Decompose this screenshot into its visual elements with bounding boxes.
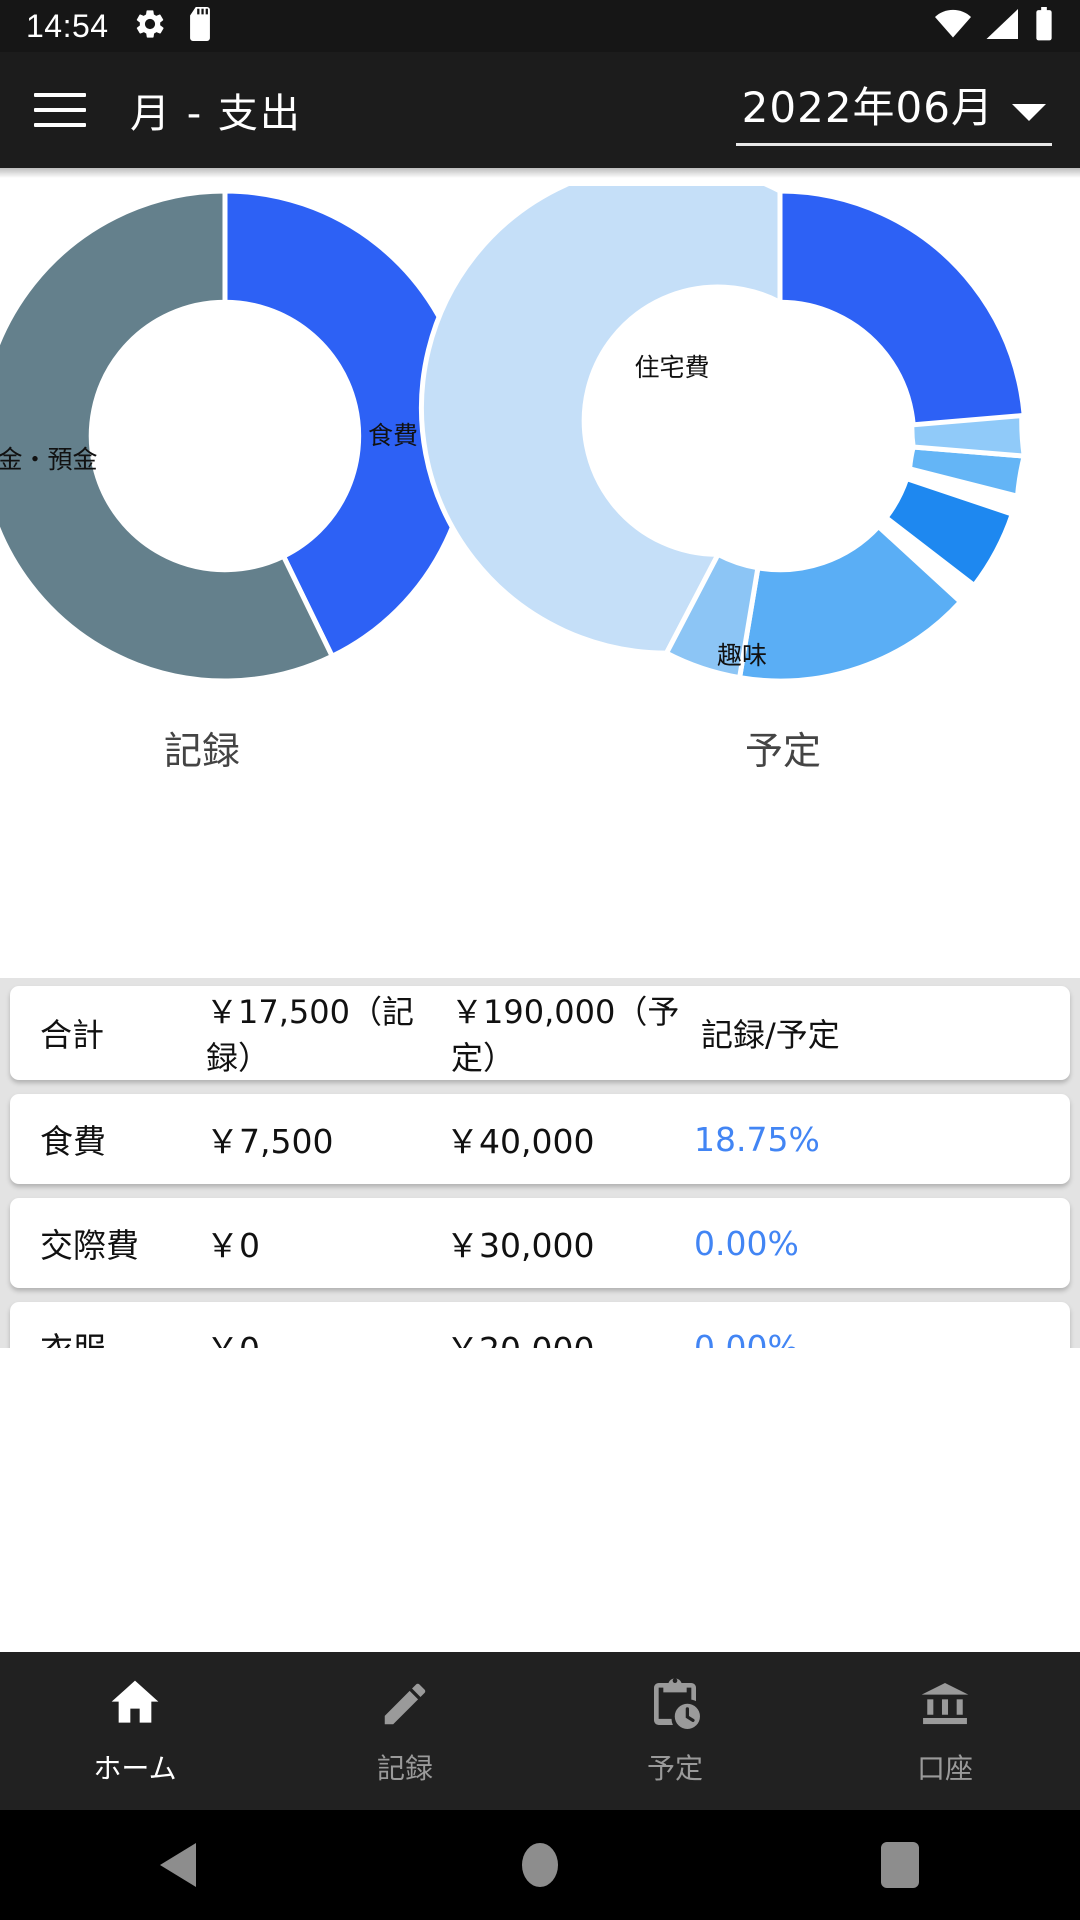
row-actual: ￥0 xyxy=(206,1323,446,1348)
row-category: 交際費 xyxy=(40,1226,139,1265)
status-clock: 14:54 xyxy=(26,7,109,44)
triangle-back-icon[interactable] xyxy=(0,1843,360,1887)
bank-icon xyxy=(915,1675,975,1733)
row-ratio: 0.00% xyxy=(694,1327,799,1349)
nav-item-home[interactable]: ホーム xyxy=(0,1675,270,1787)
donut-slice-social xyxy=(663,551,761,681)
donut-chart-actual[interactable]: 食費 送金・預金 記録 xyxy=(0,186,700,906)
home-icon xyxy=(105,1675,165,1733)
nav-label-account: 口座 xyxy=(916,1752,973,1785)
table-row[interactable]: 交際費 ￥0 ￥30,000 0.00% xyxy=(10,1198,1070,1288)
status-bar-right-icons xyxy=(934,7,1054,45)
row-planned: ￥40,000 xyxy=(446,1122,595,1161)
row-category: 食費 xyxy=(40,1122,106,1161)
hamburger-line xyxy=(34,108,86,112)
summary-actual: ￥17,500（記録） xyxy=(206,993,414,1077)
hamburger-menu-icon[interactable] xyxy=(28,78,92,142)
square-recents-icon[interactable] xyxy=(720,1842,1080,1888)
pencil-icon xyxy=(378,1675,432,1733)
nav-item-record[interactable]: 記録 xyxy=(270,1675,540,1787)
hamburger-line xyxy=(34,93,86,97)
nav-label-plan: 予定 xyxy=(646,1752,703,1785)
summary-planned: ￥190,000（予定） xyxy=(451,993,680,1077)
row-ratio: 0.00% xyxy=(694,1223,799,1263)
donut-chart-actual-svg: 食費 送金・預金 xyxy=(0,188,473,684)
chevron-down-icon xyxy=(1012,104,1046,121)
summary-row[interactable]: 合計 ￥17,500（記録） ￥190,000（予定） 記録/予定 xyxy=(10,986,1070,1080)
table-row[interactable]: 衣服 ￥0 ￥20,000 0.00% xyxy=(10,1302,1070,1348)
page-title: 月 - 支出 xyxy=(130,91,302,137)
donut-slice-other xyxy=(909,412,1028,459)
status-bar: 14:54 xyxy=(0,0,1080,52)
category-list[interactable]: 合計 ￥17,500（記録） ￥190,000（予定） 記録/予定 食費 ￥7,… xyxy=(0,978,1080,1348)
summary-label: 合計 xyxy=(40,1016,105,1054)
wifi-icon xyxy=(934,9,972,43)
cellular-signal-icon xyxy=(986,9,1020,43)
table-row[interactable]: 食費 ￥7,500 ￥40,000 18.75% xyxy=(10,1094,1070,1184)
donut-slice-clothing xyxy=(882,475,1016,590)
clipboard-clock-icon xyxy=(647,1675,703,1733)
battery-icon xyxy=(1034,7,1054,45)
sd-card-icon xyxy=(185,7,215,45)
row-planned: ￥30,000 xyxy=(446,1226,595,1265)
chart-carousel[interactable]: 食費 送金・預金 記録 xyxy=(0,168,1080,978)
donut-slice-savings xyxy=(0,188,336,684)
donut-slice-hobby xyxy=(736,522,965,684)
appbar-dropshadow xyxy=(0,168,1080,178)
donut-slice-label-housing: 住宅費 xyxy=(634,353,709,382)
gear-icon xyxy=(133,7,167,45)
donut-slice-label-savings: 送金・預金 xyxy=(0,445,98,474)
row-category: 衣服 xyxy=(10,1323,206,1348)
row-actual: ￥7,500 xyxy=(206,1122,334,1161)
row-actual: ￥0 xyxy=(206,1226,260,1265)
row-ratio: 18.75% xyxy=(694,1119,820,1159)
bottom-navigation: ホーム 記録 予定 口座 xyxy=(0,1652,1080,1810)
hamburger-line xyxy=(34,123,86,127)
status-bar-left-icons xyxy=(133,7,215,45)
donut-chart-planned[interactable]: 住宅費 趣味 予定 xyxy=(305,186,1080,906)
donut-slice-food xyxy=(222,188,473,660)
nav-item-account[interactable]: 口座 xyxy=(810,1675,1080,1787)
donut-slice-housing xyxy=(418,186,783,656)
donut-chart-planned-caption: 予定 xyxy=(745,729,822,773)
row-planned: ￥20,000 xyxy=(446,1323,694,1348)
summary-ratio: 記録/予定 xyxy=(701,1016,840,1054)
month-selector[interactable]: 2022年06月 xyxy=(735,74,1052,146)
donut-chart-actual-caption: 記録 xyxy=(164,729,241,773)
android-navigation-bar xyxy=(0,1810,1080,1920)
nav-item-plan[interactable]: 予定 xyxy=(540,1675,810,1787)
nav-label-record: 記録 xyxy=(376,1752,433,1785)
app-bar: 月 - 支出 2022年06月 xyxy=(0,52,1080,168)
donut-slice-label-food: 食費 xyxy=(368,421,418,450)
donut-chart-planned-svg: 住宅費 趣味 xyxy=(418,186,1028,684)
nav-label-home: ホーム xyxy=(93,1752,177,1785)
donut-slice-label-hobby: 趣味 xyxy=(717,641,767,670)
month-selector-value: 2022年06月 xyxy=(741,83,994,132)
circle-home-icon[interactable] xyxy=(360,1841,720,1889)
